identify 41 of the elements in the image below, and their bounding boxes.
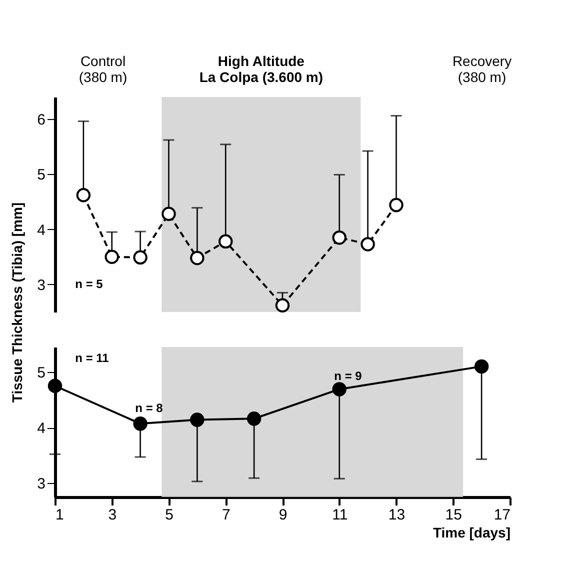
point: [474, 359, 489, 374]
point: [104, 250, 119, 264]
y-tick-label: 3: [37, 476, 46, 493]
point: [389, 198, 404, 212]
x-tick-label: 5: [165, 506, 174, 524]
x-tick-label: 17: [494, 506, 510, 524]
point: [360, 237, 375, 252]
y-tick-label: 6: [37, 112, 46, 129]
x-tick-label: 9: [278, 506, 288, 524]
x-tick-label: 11: [332, 506, 348, 524]
point: [332, 230, 346, 245]
point: [218, 234, 233, 249]
x-tick-label: 7: [222, 506, 230, 524]
annotation: n = 8: [135, 401, 164, 415]
y-tick-label: 3: [37, 276, 46, 294]
point: [133, 416, 148, 431]
point: [133, 250, 148, 265]
text: Recovery (380 m): [452, 53, 512, 85]
x-tick-label: 13: [388, 506, 406, 524]
point: [275, 298, 290, 312]
annotation: n = 9: [334, 369, 362, 383]
y-tick-label: 5: [37, 364, 46, 382]
point: [332, 382, 346, 396]
x-axis-title: Time [days]: [432, 524, 510, 540]
y-tick-label: 4: [37, 222, 46, 239]
point: [162, 206, 176, 221]
annotation: n = 11: [75, 351, 110, 365]
point: [190, 412, 204, 427]
point: [76, 188, 91, 202]
point: [48, 378, 62, 393]
y-tick-label: 4: [37, 420, 46, 438]
x-tick-label: 15: [445, 506, 462, 524]
x-tick-label: 3: [108, 506, 117, 524]
y-tick-label: 5: [37, 166, 46, 184]
band-label: High Altitude La Colpa (3.600 m): [199, 53, 324, 85]
annotation: n = 5: [75, 277, 104, 291]
y-axis-title: Tissue Thickness (Tibia) [mm]: [9, 202, 26, 403]
point: [190, 250, 204, 266]
text: Control (380 m): [78, 53, 128, 85]
x-tick-label: 1: [56, 506, 64, 524]
point: [246, 412, 262, 426]
